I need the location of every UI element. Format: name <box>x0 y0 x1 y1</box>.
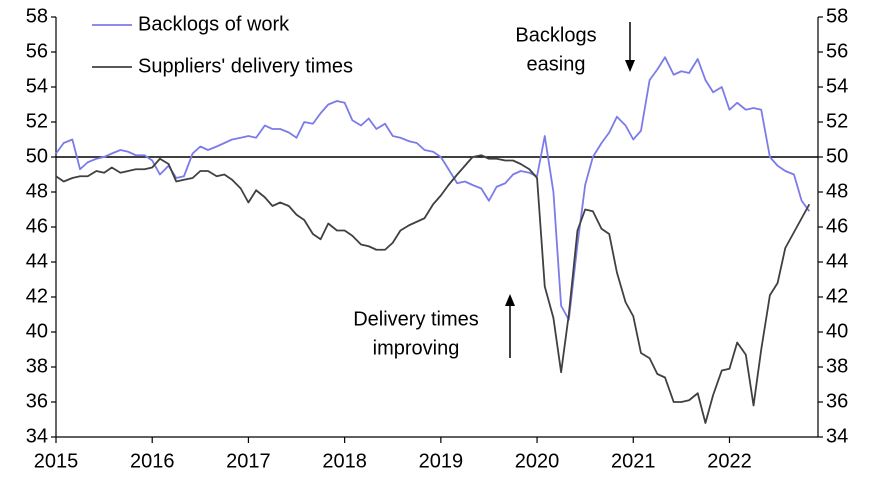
y-tick-label: 42 <box>26 285 48 307</box>
y-tick-label: 54 <box>26 75 48 97</box>
y-tick-label: 52 <box>26 110 48 132</box>
annotation-arrows <box>505 22 635 358</box>
y-tick-label: 34 <box>26 425 48 447</box>
x-tick-label: 2018 <box>322 450 367 472</box>
y-tick-label: 38 <box>26 355 48 377</box>
legend-label: Backlogs of work <box>138 13 290 35</box>
y2-tick-label: 52 <box>826 110 848 132</box>
series-line <box>55 154 811 424</box>
y-tick-label: 40 <box>26 320 48 342</box>
y2-tick-label: 54 <box>826 75 848 97</box>
y2-tick-label: 44 <box>826 250 848 272</box>
y2-tick-label: 56 <box>826 40 848 62</box>
legend-label: Suppliers' delivery times <box>138 55 353 77</box>
y2-tick-label: 38 <box>826 355 848 377</box>
y2-tick-label: 48 <box>826 180 848 202</box>
annotation: easing <box>527 53 586 75</box>
y-tick-label: 48 <box>26 180 48 202</box>
y2-tick-label: 42 <box>826 285 848 307</box>
y-tick-label: 50 <box>26 145 48 167</box>
x-tick-label: 2015 <box>34 450 79 472</box>
y-tick-label: 36 <box>26 390 48 412</box>
x-tick-label: 2020 <box>515 450 560 472</box>
x-tick-label: 2022 <box>707 450 752 472</box>
y2-tick-label: 50 <box>826 145 848 167</box>
x-tick-label: 2017 <box>226 450 271 472</box>
y-tick-label: 44 <box>26 250 48 272</box>
y2-tick-label: 46 <box>826 215 848 237</box>
y-tick-label: 56 <box>26 40 48 62</box>
x-tick-label: 2019 <box>419 450 464 472</box>
y-tick-label: 46 <box>26 215 48 237</box>
y-tick-label: 58 <box>26 5 48 27</box>
annotation: Backlogs <box>515 24 596 46</box>
y2-tick-label: 40 <box>826 320 848 342</box>
annotation: Delivery times <box>353 308 479 330</box>
x-tick-label: 2021 <box>611 450 656 472</box>
annotation: improving <box>373 337 460 359</box>
series-line <box>55 56 811 321</box>
x-tick-label: 2016 <box>130 450 175 472</box>
y2-tick-label: 58 <box>826 5 848 27</box>
y2-tick-label: 34 <box>826 425 848 447</box>
arrow-head <box>505 294 515 306</box>
y2-tick-label: 36 <box>826 390 848 412</box>
arrow-head <box>625 60 635 72</box>
